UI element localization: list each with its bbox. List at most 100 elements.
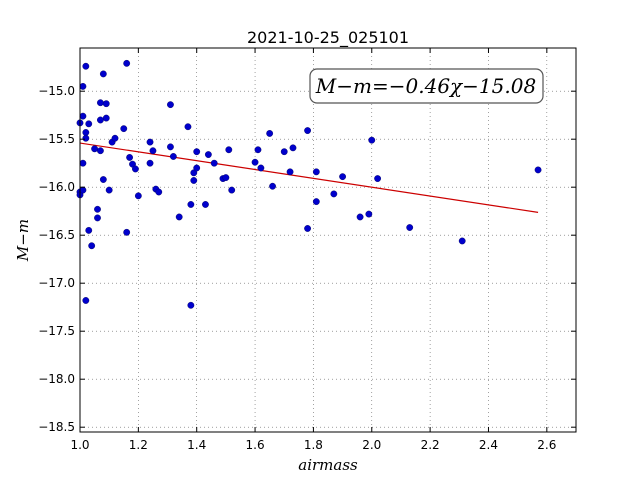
data-point <box>304 127 311 134</box>
data-point <box>97 116 104 124</box>
data-point <box>97 99 104 107</box>
data-point <box>257 164 265 172</box>
y-axis-label: M−m <box>14 219 32 262</box>
y-tick-label: −18.5 <box>38 420 75 434</box>
data-point <box>79 112 87 120</box>
data-point <box>175 213 183 221</box>
x-tick-label: 2.4 <box>479 438 498 452</box>
x-tick-label: 2.6 <box>537 438 556 452</box>
data-point <box>251 158 259 166</box>
x-tick-label: 1.8 <box>304 438 323 452</box>
data-point <box>406 224 414 231</box>
data-point <box>123 228 131 236</box>
data-point <box>82 297 90 304</box>
data-point <box>312 198 320 206</box>
data-point <box>120 125 128 133</box>
data-point <box>94 214 101 222</box>
data-point <box>190 177 198 184</box>
fit-line-group <box>79 142 539 213</box>
data-point <box>167 143 174 151</box>
x-axis-label: airmass <box>298 456 358 474</box>
axis-ticks: 1.0 1.2 1.4 1.6 1.8 2.0 2.2 2.4 2.6 −15.0 −15.5 −16… <box>38 48 576 452</box>
y-tick-label: −18.0 <box>38 372 75 386</box>
y-tick-label: −16.0 <box>38 180 75 194</box>
data-point <box>330 190 338 198</box>
data-point <box>210 159 218 167</box>
data-point <box>149 147 157 155</box>
data-point <box>146 138 154 146</box>
y-tick-label: −17.0 <box>38 276 75 290</box>
data-point <box>82 62 90 70</box>
data-point <box>82 129 90 136</box>
plot-frame <box>79 47 577 433</box>
data-point <box>91 145 98 153</box>
y-tick-label: −16.5 <box>38 228 75 242</box>
data-point <box>85 226 93 234</box>
data-point <box>85 120 93 128</box>
data-point <box>312 168 320 176</box>
data-point <box>184 123 192 131</box>
annotation-text: M−m=−0.46χ−15.08 <box>315 74 536 98</box>
data-point <box>88 242 96 250</box>
data-point <box>132 165 139 173</box>
data-point <box>193 148 201 156</box>
data-point <box>458 237 466 245</box>
data-point <box>286 168 294 176</box>
data-point <box>102 114 110 122</box>
data-point <box>111 134 119 142</box>
x-tick-label: 1.6 <box>246 438 265 452</box>
data-point <box>134 192 142 200</box>
data-point <box>304 225 311 232</box>
data-point <box>187 301 195 309</box>
data-point <box>99 176 107 183</box>
x-tick-label: 2.0 <box>362 438 381 452</box>
data-point <box>280 148 288 156</box>
data-point <box>356 213 364 221</box>
x-tick-label: 1.0 <box>70 438 89 452</box>
fit-annotation: M−m=−0.46χ−15.08 <box>309 68 544 104</box>
data-point <box>193 164 201 172</box>
data-point <box>187 201 195 208</box>
data-point <box>202 201 209 208</box>
data-point <box>167 101 174 109</box>
y-tick-label: −17.5 <box>38 324 75 338</box>
data-point <box>368 136 376 144</box>
plot-area <box>80 48 576 432</box>
data-point <box>289 144 297 152</box>
data-point <box>225 146 233 154</box>
data-point <box>79 186 87 194</box>
data-point <box>254 146 262 154</box>
data-point <box>339 173 346 181</box>
data-point <box>222 174 230 182</box>
chart-title: 2021-10-25_025101 <box>247 28 409 48</box>
data-point <box>204 151 212 158</box>
fit-line <box>79 142 539 213</box>
data-point <box>228 186 236 194</box>
data-point <box>266 130 274 137</box>
data-point <box>102 100 110 108</box>
data-point <box>169 153 177 160</box>
y-tick-label: −15.0 <box>38 84 75 98</box>
x-tick-label: 1.4 <box>187 438 206 452</box>
data-point <box>94 205 101 213</box>
data-point <box>534 166 542 174</box>
x-tick-label: 1.2 <box>129 438 148 452</box>
data-point <box>82 134 90 142</box>
data-point <box>105 186 113 194</box>
data-point <box>79 83 87 90</box>
data-point <box>99 70 107 78</box>
data-point <box>79 159 87 167</box>
annotation-box <box>309 68 544 104</box>
data-point <box>365 210 373 218</box>
y-tick-label: −15.5 <box>38 132 75 146</box>
grid-lines <box>79 48 576 432</box>
data-points <box>76 59 542 309</box>
data-point <box>126 154 134 161</box>
data-point <box>155 188 163 196</box>
data-point <box>374 175 381 182</box>
data-point <box>123 59 131 67</box>
data-point <box>269 182 276 190</box>
data-point <box>146 159 154 167</box>
x-tick-label: 2.2 <box>421 438 440 452</box>
